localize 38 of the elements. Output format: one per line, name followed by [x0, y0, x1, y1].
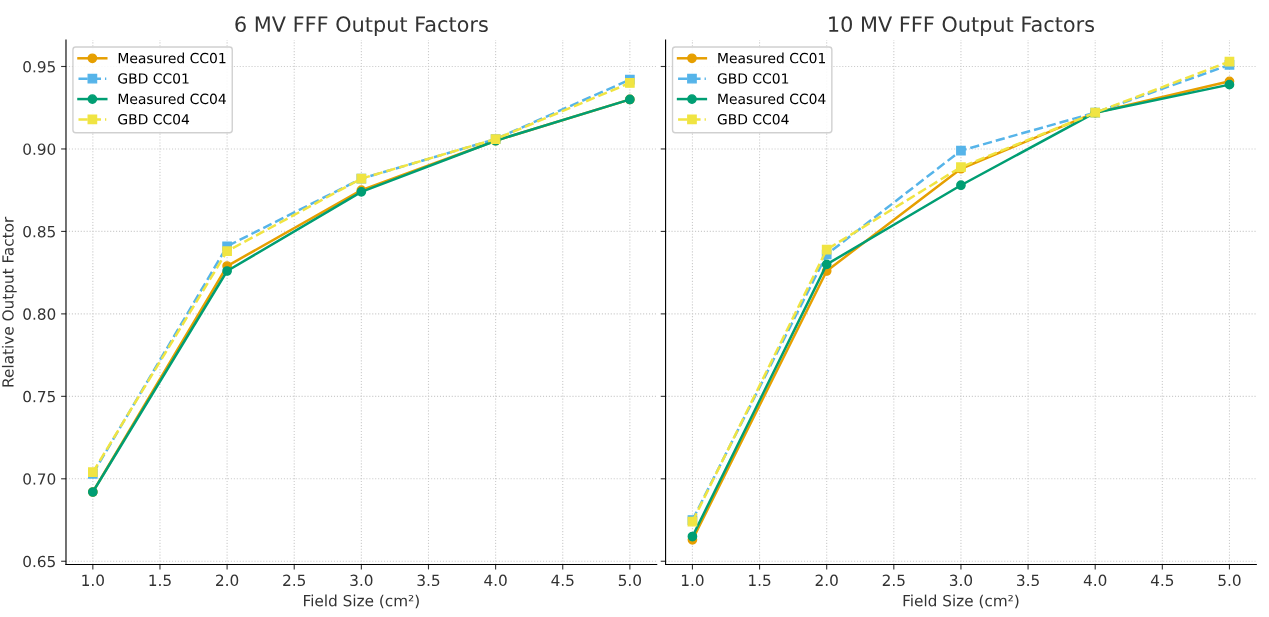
x-tick-label: 4.5: [551, 574, 574, 587]
x-tick-label: 3.0: [949, 574, 973, 587]
y-tick-label: 0.85: [23, 225, 55, 238]
x-axis-title: Field Size (cm²): [304, 594, 419, 609]
x-tick-label: 3.0: [350, 574, 373, 587]
x-axis-title: Field Size (cm²): [903, 594, 1019, 609]
x-tick-label: 4.5: [1150, 574, 1174, 587]
y-tick-label: 0.90: [23, 143, 56, 155]
x-tick-label: 1.5: [149, 574, 171, 587]
legend-label: Measured CC04: [718, 93, 826, 105]
y-tick-label: 0.70: [23, 473, 56, 485]
x-tick-label: 2.0: [216, 574, 239, 587]
legend-label: GBD CC04: [118, 114, 190, 125]
chart-title: 6 MV FFF Output Factors: [235, 16, 488, 37]
x-tick-label: 2.5: [882, 574, 905, 587]
legend-label: GBD CC04: [717, 114, 789, 125]
y-tick-label: 0.95: [23, 60, 55, 73]
legend-label: GBD CC01: [118, 73, 189, 84]
y-tick-label: 0.80: [23, 308, 56, 320]
legend-label: Measured CC01: [118, 52, 226, 64]
chart-title: 10 MV FFF Output Factors: [829, 16, 1095, 37]
y-tick-label: 0.65: [23, 555, 55, 568]
x-tick-label: 1.0: [82, 574, 104, 587]
x-tick-label: 5.0: [618, 574, 641, 587]
y-tick-label: 0.75: [23, 390, 55, 403]
x-tick-label: 2.0: [815, 574, 838, 587]
x-tick-label: 5.0: [1218, 574, 1241, 587]
legend-label: GBD CC01: [717, 73, 789, 84]
x-tick-label: 4.0: [1083, 574, 1107, 587]
y-axis-title: Relative Output Factor: [1, 216, 17, 387]
x-tick-label: 1.0: [681, 574, 704, 587]
legend-label: Measured CC01: [718, 52, 826, 64]
legend-label: Measured CC04: [118, 93, 226, 105]
x-tick-label: 2.5: [283, 574, 306, 587]
x-tick-label: 1.5: [749, 574, 771, 587]
x-tick-label: 3.5: [1017, 574, 1039, 587]
x-tick-label: 4.0: [484, 574, 507, 587]
x-tick-label: 3.5: [417, 574, 440, 587]
